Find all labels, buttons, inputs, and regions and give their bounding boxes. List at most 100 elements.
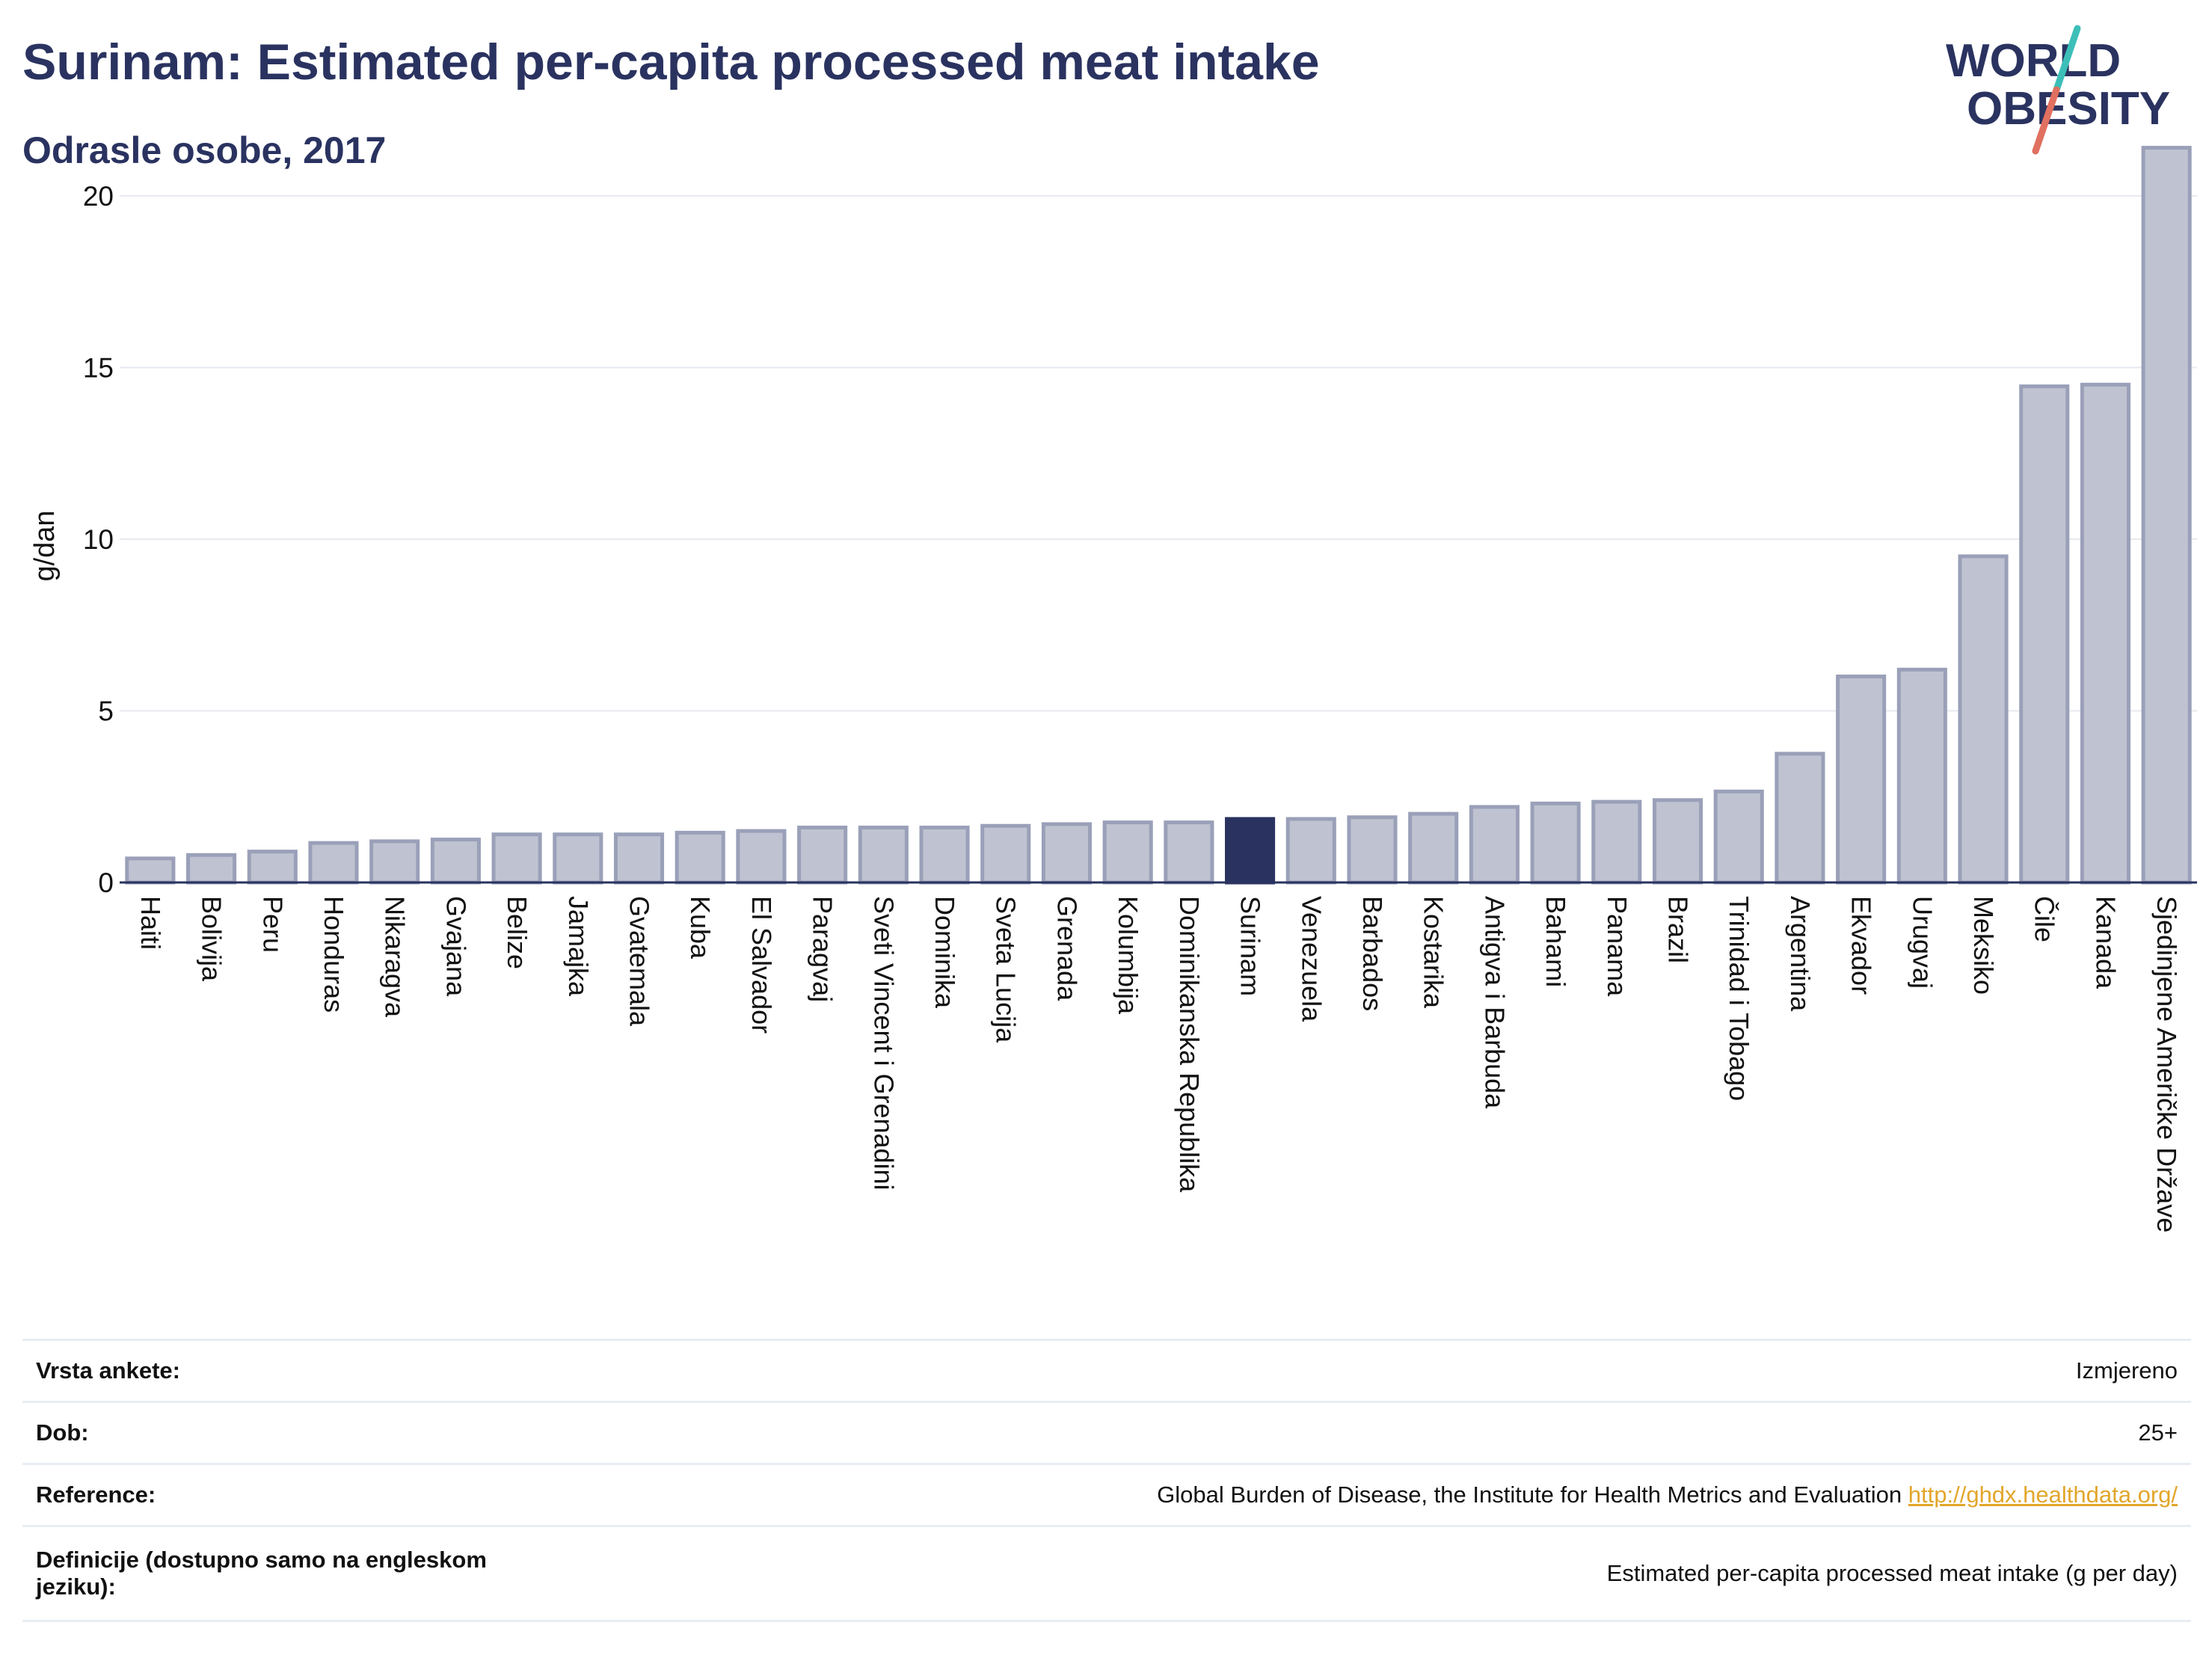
- x-tick-label: Antigva i Barbuda: [1479, 896, 1510, 1109]
- x-tick-label: Kanada: [2090, 896, 2121, 989]
- bar-ekvador[interactable]: [1836, 675, 1887, 885]
- logo-text-world: WORLD: [1946, 35, 2121, 87]
- x-tick-label: Belize: [502, 896, 532, 969]
- y-tick-label: 10: [83, 524, 114, 555]
- bar-sveta-lucija[interactable]: [980, 823, 1031, 885]
- info-row-definition: Definicije (dostupno samo na engleskom j…: [22, 1526, 2191, 1621]
- x-axis-labels: Haiti Bolivija Peru Honduras Nikaragva Gvajan…: [135, 896, 2182, 1232]
- bar-belize[interactable]: [491, 832, 542, 885]
- y-tick-label: 0: [98, 868, 114, 898]
- x-tick-label: Paragvaj: [808, 896, 838, 1002]
- chart-subtitle: Odrasle osobe, 2017: [22, 129, 387, 171]
- gridlines: [120, 194, 2197, 712]
- x-tick-label: El Salvador: [746, 896, 777, 1034]
- reference-link[interactable]: http://ghdx.healthdata.org/: [1908, 1481, 2178, 1508]
- bar-argentina[interactable]: [1775, 752, 1825, 885]
- x-tick-label: Bahami: [1540, 896, 1571, 987]
- bar-brazil[interactable]: [1652, 798, 1703, 885]
- x-tick-label: Kostarika: [1419, 896, 1449, 1009]
- x-tick-label: Trinidad i Tobago: [1724, 896, 1754, 1101]
- bar-dominika[interactable]: [919, 826, 970, 885]
- info-label: Reference:: [36, 1481, 156, 1508]
- info-row-age: Dob: 25+: [22, 1401, 2191, 1464]
- info-label: Dob:: [36, 1419, 89, 1446]
- logo-slash-bottom: [2032, 86, 2060, 155]
- x-tick-label: Honduras: [319, 896, 349, 1013]
- x-tick-label: Panama: [1602, 896, 1632, 997]
- y-tick-label: 15: [83, 352, 114, 383]
- x-tick-label: Nikaragva: [380, 896, 411, 1018]
- x-tick-label: Ekvador: [1846, 896, 1877, 995]
- x-tick-label: Čile: [2030, 896, 2060, 942]
- y-tick-label: 20: [83, 181, 114, 212]
- bar--ile[interactable]: [2019, 384, 2070, 885]
- x-tick-label: Sveti Vincent i Grenadini: [868, 896, 899, 1191]
- x-tick-label: Argentina: [1785, 896, 1816, 1012]
- bar-haiti[interactable]: [125, 856, 176, 885]
- info-value: Izmjereno: [2075, 1357, 2178, 1384]
- info-label: Vrsta ankete:: [36, 1357, 180, 1384]
- x-tick-label: Gvajana: [440, 896, 471, 997]
- x-tick-label: Sveta Lucija: [991, 896, 1021, 1043]
- world-obesity-logo[interactable]: WORLD OBESITY: [1944, 22, 2199, 165]
- bar-kanada[interactable]: [2080, 382, 2130, 885]
- x-tick-label: Dominika: [930, 896, 960, 1009]
- bar-venezuela[interactable]: [1285, 817, 1336, 885]
- x-tick-label: Kuba: [685, 896, 716, 959]
- bar-honduras[interactable]: [308, 841, 359, 885]
- bar-barbados[interactable]: [1347, 815, 1398, 885]
- bar-urugvaj[interactable]: [1896, 667, 1947, 885]
- info-table: Vrsta ankete: Izmjereno Dob: 25+ Referen…: [22, 1339, 2191, 1622]
- info-value: 25+: [2138, 1419, 2178, 1446]
- x-tick-label: Barbados: [1357, 896, 1388, 1011]
- bar-grenada[interactable]: [1041, 822, 1092, 885]
- bar-sveti-vincent-i-grenadini[interactable]: [858, 826, 909, 885]
- x-tick-label: Haiti: [135, 896, 166, 950]
- bar-gvatemala[interactable]: [613, 832, 665, 885]
- bar-peru[interactable]: [247, 850, 298, 885]
- reference-text: Global Burden of Disease, the Institute …: [1157, 1481, 1902, 1508]
- x-tick-label: Venezuela: [1296, 896, 1327, 1022]
- y-axis-ticks: 0 5 10 15 20: [83, 181, 114, 898]
- x-tick-label: Brazil: [1663, 896, 1694, 963]
- bar-kuba[interactable]: [675, 830, 725, 885]
- bar-jamajka[interactable]: [553, 832, 603, 885]
- y-axis-label: g/dan: [29, 510, 61, 581]
- info-value: Estimated per-capita processed meat inta…: [1606, 1560, 2178, 1586]
- logo-text-obesity: OBESITY: [1967, 83, 2170, 135]
- bar-bolivija[interactable]: [186, 853, 237, 885]
- bar-el-salvador[interactable]: [736, 829, 787, 885]
- bar-chart: 0 5 10 15 20 g/dan Haiti Bolivija Peru Honduras…: [29, 146, 2197, 1232]
- bar-kolumbija[interactable]: [1102, 820, 1153, 885]
- bar-kostarika[interactable]: [1408, 811, 1459, 885]
- bar-gvajana[interactable]: [430, 838, 481, 885]
- logo-slash-top: [2053, 25, 2081, 93]
- x-tick-label: Urugvaj: [1907, 896, 1938, 989]
- info-label: Definicije (dostupno samo na engleskom j…: [36, 1547, 487, 1600]
- bar-antigva-i-barbuda[interactable]: [1469, 805, 1520, 885]
- chart-title: Surinam: Estimated per-capita processed …: [22, 34, 1320, 90]
- bar-dominikanska-republika[interactable]: [1164, 820, 1214, 885]
- bar-paragvaj[interactable]: [797, 826, 848, 885]
- x-tick-label: Surinam: [1235, 896, 1266, 996]
- x-tick-label: Grenada: [1051, 896, 1082, 1001]
- x-tick-label: Kolumbija: [1113, 896, 1143, 1015]
- x-tick-label: Meksiko: [1968, 896, 1999, 995]
- bars: [125, 146, 2192, 885]
- info-row-reference: Reference: Global Burden of Disease, the…: [22, 1464, 2191, 1526]
- x-tick-label: Gvatemala: [624, 896, 655, 1027]
- bar-nikaragva[interactable]: [369, 839, 420, 885]
- x-tick-label: Bolivija: [197, 896, 227, 982]
- info-row-survey: Vrsta ankete: Izmjereno: [22, 1339, 2191, 1402]
- bar-trinidad-i-tobago[interactable]: [1713, 789, 1764, 885]
- x-tick-label: Peru: [257, 896, 288, 953]
- y-tick-label: 5: [98, 696, 114, 726]
- x-tick-label: Dominikanska Republika: [1174, 896, 1205, 1193]
- bar-panama[interactable]: [1591, 799, 1642, 885]
- bar-surinam[interactable]: [1225, 817, 1276, 885]
- bar-meksiko[interactable]: [1958, 554, 2009, 885]
- bar-bahami[interactable]: [1530, 801, 1581, 885]
- bar-sjedinjene-ameri-ke-dr-ave[interactable]: [2141, 146, 2192, 885]
- x-tick-label: Jamajka: [563, 896, 594, 997]
- x-tick-label: Sjedinjene Američke Države: [2151, 896, 2182, 1232]
